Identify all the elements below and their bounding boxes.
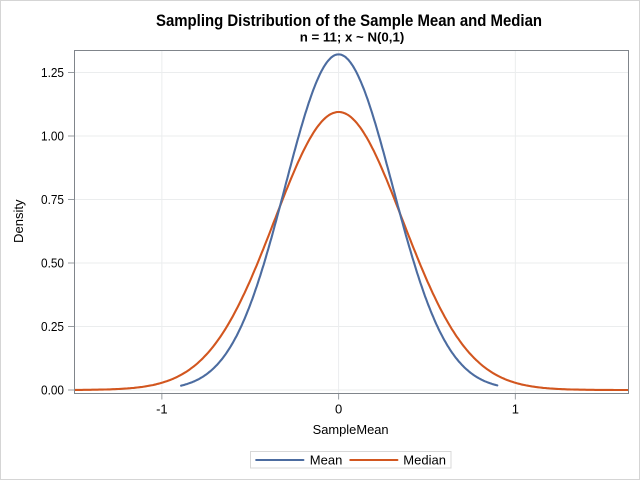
svg-text:1: 1 (512, 402, 519, 417)
svg-text:0: 0 (335, 402, 342, 417)
svg-text:0.25: 0.25 (41, 319, 64, 334)
svg-text:SampleMean: SampleMean (313, 422, 389, 437)
svg-text:0.50: 0.50 (41, 255, 64, 270)
svg-text:Sampling Distribution of the S: Sampling Distribution of the Sample Mean… (156, 11, 542, 30)
svg-text:-1: -1 (156, 402, 168, 417)
svg-text:n = 11; x ~ N(0,1): n = 11; x ~ N(0,1) (300, 30, 405, 45)
svg-text:1.00: 1.00 (41, 128, 64, 143)
svg-text:Median: Median (403, 453, 446, 468)
svg-text:Density: Density (11, 199, 26, 243)
svg-text:Mean: Mean (310, 453, 343, 468)
svg-text:0.00: 0.00 (41, 382, 64, 397)
svg-text:0.75: 0.75 (41, 192, 64, 207)
svg-text:1.25: 1.25 (41, 65, 64, 80)
